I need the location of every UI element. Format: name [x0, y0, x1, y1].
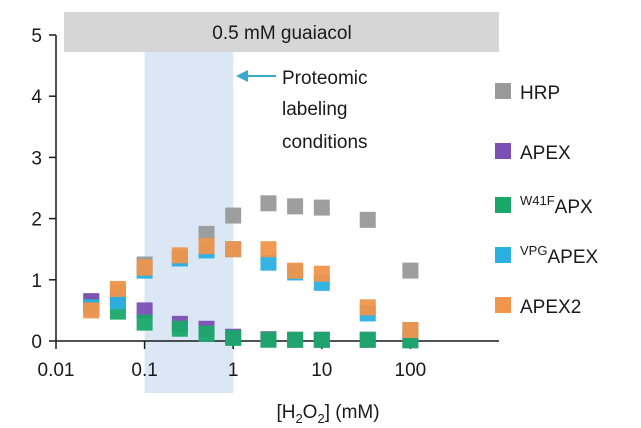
- legend-label: W41FAPX: [520, 193, 593, 218]
- data-point: [109, 293, 126, 310]
- banner-box: [64, 12, 499, 52]
- legend-label: VPGAPEX: [520, 243, 598, 268]
- data-point: [225, 241, 242, 258]
- annotation-line-2: labeling: [282, 99, 348, 120]
- data-point: [313, 199, 330, 216]
- x-axis-label: [H2O2] (mM): [276, 402, 379, 426]
- x-tick-label: 10: [311, 360, 332, 381]
- legend: HRP APEX W41FAPX VPGAPEX APEX2: [495, 83, 598, 318]
- annotation-line-3: conditions: [282, 132, 368, 153]
- data-point: [313, 265, 330, 282]
- data-point: [83, 302, 100, 319]
- y-tick-label: 5: [31, 26, 42, 47]
- data-point: [225, 329, 242, 346]
- y-tick-label: 1: [31, 271, 42, 292]
- legend-swatch: [495, 297, 511, 313]
- data-point: [260, 195, 277, 212]
- y-tick-label: 3: [31, 148, 42, 169]
- y-axis: 0 1 2 3 4 5: [31, 26, 57, 353]
- data-point: [136, 302, 153, 319]
- data-point: [287, 331, 304, 348]
- legend-swatch: [495, 143, 511, 159]
- data-point: [402, 262, 419, 279]
- data-point: [198, 238, 215, 255]
- x-tick-label: 100: [395, 360, 427, 381]
- y-tick-label: 4: [31, 87, 42, 108]
- x-tick-label: 0.01: [38, 360, 75, 381]
- x-tick-label: 1: [228, 360, 239, 381]
- data-point: [313, 331, 330, 348]
- data-point: [171, 320, 188, 337]
- data-point: [171, 247, 188, 264]
- y-tick-label: 2: [31, 210, 42, 231]
- annotation-arrow-head: [236, 70, 248, 82]
- data-point: [260, 331, 277, 348]
- data-point: [287, 198, 304, 215]
- data-point: [260, 254, 277, 271]
- data-point: [359, 299, 376, 316]
- data-point: [225, 207, 242, 224]
- legend-label: APEX2: [520, 297, 581, 318]
- data-point: [136, 259, 153, 276]
- data-point: [359, 211, 376, 228]
- data-point: [359, 331, 376, 348]
- data-points: [83, 195, 419, 349]
- data-point: [109, 280, 126, 297]
- annotation: Proteomic labeling conditions: [236, 68, 368, 153]
- y-tick-label: 0: [31, 332, 42, 353]
- legend-swatch: [495, 247, 511, 263]
- annotation-line-1: Proteomic: [282, 68, 368, 89]
- x-axis: 0.01 0.1 1 10 100: [38, 340, 499, 381]
- legend-swatch: [495, 83, 511, 99]
- data-point: [198, 325, 215, 342]
- legend-label: APEX: [520, 143, 571, 164]
- legend-swatch: [495, 197, 511, 213]
- banner-text: 0.5 mM guaiacol: [212, 23, 351, 44]
- data-point: [402, 321, 419, 338]
- data-point: [287, 262, 304, 279]
- legend-label: HRP: [520, 83, 560, 104]
- shaded-region: [144, 24, 234, 393]
- data-point: [198, 225, 215, 242]
- data-point: [260, 241, 277, 258]
- data-point: [136, 314, 153, 331]
- x-tick-label: 0.1: [131, 360, 157, 381]
